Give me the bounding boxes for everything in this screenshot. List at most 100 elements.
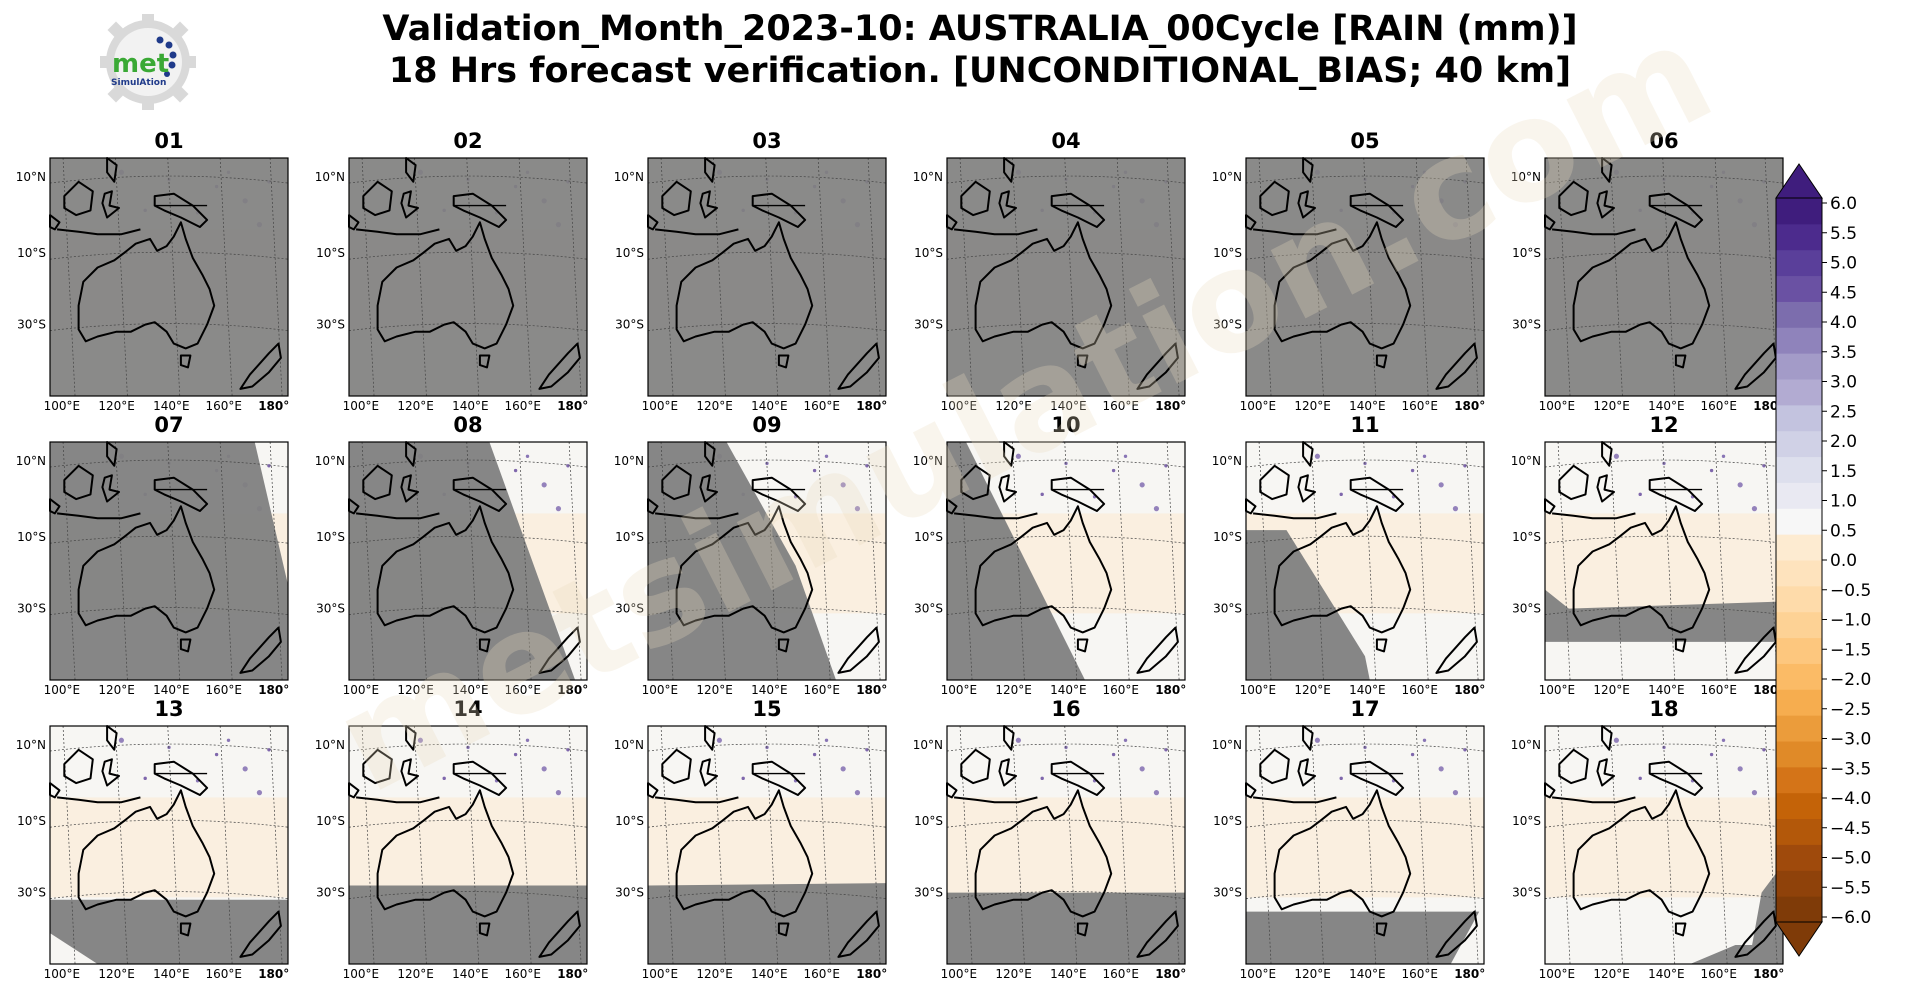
positive-bias-speck [1438,482,1444,488]
map-panel-13: 13 10°N 10°S 30°S 100°E 120°E 140°E 160°E 180° [16,697,290,981]
colorbar-segment [1776,456,1822,483]
positive-bias-speck [1709,752,1714,757]
negative-bias-band [349,797,587,898]
x-tick-label: 140°E [1349,399,1386,413]
missing-data-overlay [349,885,587,964]
panel-title: 01 [154,129,183,153]
y-tick-label: 30°S [1512,602,1541,616]
graticule [946,157,1186,397]
positive-bias-speck [1751,790,1758,796]
positive-bias-speck [1123,454,1128,458]
positive-bias-speck [256,790,263,796]
x-tick-label: 120°E [397,399,434,413]
positive-bias-speck [1463,748,1467,752]
y-tick-label: 10°N [1511,738,1541,752]
panel-frame [348,441,588,681]
x-tick-label: 120°E [397,967,434,981]
x-tick-label: 120°E [1593,967,1630,981]
positive-bias-speck [1737,482,1743,488]
panel-title: 13 [154,697,183,721]
missing-data-overlay [947,442,1085,680]
positive-bias-speck [1709,468,1714,473]
panel-frame [1245,441,1485,681]
colorbar-tick-label: 6.0 [1830,194,1857,214]
x-tick-label: 100°E [1240,399,1277,413]
y-tick-label: 10°N [16,454,46,468]
panel-title: 11 [1350,413,1379,437]
coastlines [348,157,581,390]
x-tick-label: 100°E [44,399,81,413]
colorbar-segment [1776,327,1822,354]
y-tick-label: 10°S [1512,246,1541,260]
colorbar-tick-label: −4.0 [1830,789,1871,809]
y-tick-label: 10°N [1511,454,1541,468]
graticule [1544,441,1784,681]
panel-title: 15 [752,697,781,721]
y-tick-label: 10°S [316,814,345,828]
panel-title: 10 [1051,413,1080,437]
positive-bias-speck [242,766,248,772]
y-tick-label: 10°S [1213,246,1242,260]
logo-subtext: SimulAtion [111,78,166,88]
map-panel-02: 02 10°N 10°S 30°S 100°E 120°E 140°E 160°E 180° [315,129,589,413]
x-tick-label: 140°E [1050,683,1087,697]
colorbar-segment [1776,534,1822,561]
x-tick-label: 160°E [205,967,242,981]
y-tick-label: 10°S [316,246,345,260]
colorbar-tick-label: −2.0 [1830,670,1871,690]
y-tick-label: 10°S [1213,530,1242,544]
y-tick-label: 30°S [615,886,644,900]
x-tick-label: 160°E [504,967,541,981]
missing-data-overlay [50,158,288,396]
coastlines [647,157,880,390]
y-tick-label: 10°N [315,170,345,184]
y-tick-label: 10°N [614,170,644,184]
y-tick-label: 30°S [17,602,46,616]
x-tick-label: 100°E [941,399,978,413]
x-tick-label: 100°E [343,399,380,413]
positive-bias-speck [541,766,547,772]
x-tick-label: 140°E [153,967,190,981]
title-line-2: 18 Hrs forecast verification. [UNCONDITI… [388,51,1572,91]
positive-bias-speck [1721,738,1726,742]
colorbar-segment [1776,482,1822,509]
graticule [348,725,588,965]
x-tick-label: 140°E [1349,683,1386,697]
colorbar-extend-min [1775,921,1823,957]
y-tick-label: 30°S [914,318,943,332]
x-tick-label: 160°E [803,399,840,413]
panel-title: 04 [1051,129,1080,153]
positive-bias-speck [541,482,547,488]
negative-bias-band [947,797,1185,898]
colorbar-segment [1776,818,1822,845]
x-tick-label: 180° [258,399,289,413]
x-tick-label: 160°E [205,399,242,413]
colorbar-segment [1776,508,1822,535]
x-tick-label: 140°E [153,399,190,413]
panel-frame [946,441,1186,681]
positive-bias-speck [1638,492,1642,497]
y-tick-label: 10°S [17,246,46,260]
x-tick-label: 180° [1753,967,1784,981]
panel-frame [647,441,887,681]
x-tick-label: 120°E [1593,683,1630,697]
x-tick-label: 160°E [1401,683,1438,697]
missing-data-overlay [947,892,1185,964]
y-tick-label: 30°S [1213,886,1242,900]
x-tick-label: 100°E [941,967,978,981]
x-tick-label: 100°E [1539,683,1576,697]
positive-bias-speck [214,752,219,757]
missing-data-overlay [648,158,886,396]
panel-frame [946,157,1186,397]
x-tick-label: 140°E [751,967,788,981]
coastlines [1544,157,1777,390]
x-tick-label: 120°E [995,399,1032,413]
x-tick-label: 160°E [205,683,242,697]
graticule [49,441,289,681]
panel-title: 16 [1051,697,1080,721]
x-tick-label: 180° [557,683,588,697]
y-tick-label: 10°S [1512,814,1541,828]
x-tick-label: 140°E [1648,967,1685,981]
x-tick-label: 140°E [1349,967,1386,981]
positive-bias-speck [1040,492,1044,497]
